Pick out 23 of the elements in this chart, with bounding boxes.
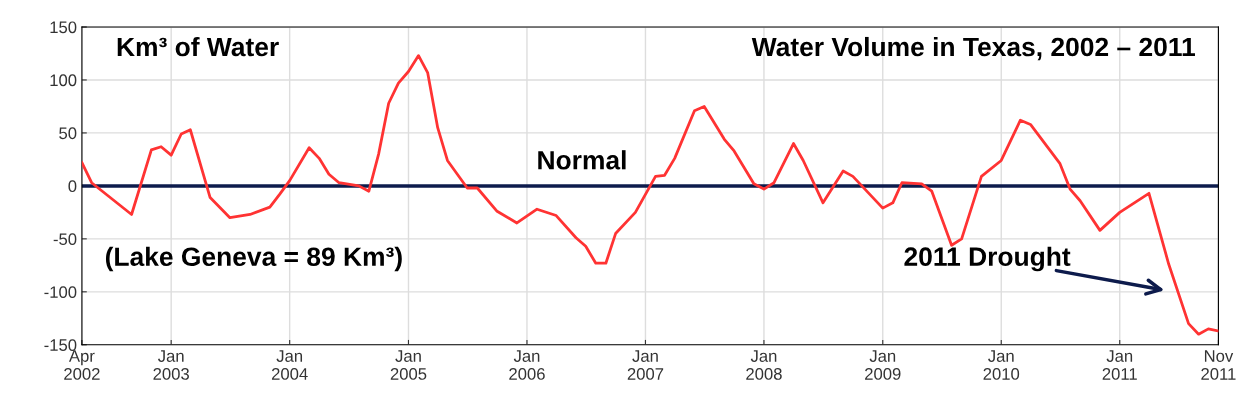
x-tick-label: Jan 2008 [746,350,782,380]
y-tick-label: -100 [44,286,77,299]
x-tick-label: Jan 2006 [509,350,545,380]
y-tick-label: 150 [50,21,77,34]
x-tick-label: Jan 2007 [627,350,664,380]
ref-line-label: Normal [538,150,626,170]
y-tick-label: 100 [50,74,77,87]
y-axis-title: Km³ of Water [117,36,279,57]
x-tick-label: Jan 2003 [153,350,189,380]
x-tick-label: Jan 2004 [271,350,308,380]
annotation: 2011 Drought [904,246,1071,272]
y-tick-label: 50 [59,127,77,140]
chart-title: Water Volume in Texas, 2002 – 2011 [751,36,1195,61]
x-tick-label: Apr 2002 [64,350,100,380]
x-tick-label: Jan 2009 [865,350,901,380]
y-tick-label: -150 [44,339,77,351]
annotation: (Lake Geneva = 89 Km³) [105,246,402,272]
y-tick-label: -50 [53,233,77,246]
x-tick-label: Jan 2010 [983,350,1020,380]
x-tick-label: Nov 2011 [1201,350,1236,380]
x-tick-label: Jan 2005 [390,350,427,380]
x-tick-label: Jan 2011 [1102,350,1137,380]
y-tick-label: 0 [68,180,77,193]
